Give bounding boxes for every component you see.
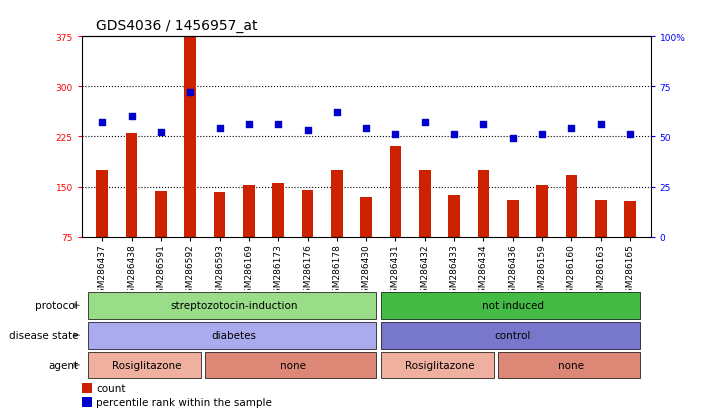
Bar [390,147,401,237]
Text: streptozotocin-induction: streptozotocin-induction [171,301,298,311]
Bar [381,292,641,319]
Text: not induced: not induced [482,301,544,311]
Bar [243,186,255,237]
Text: diabetes: diabetes [212,330,257,340]
Text: control: control [495,330,531,340]
Bar [155,192,167,237]
Point [243,122,255,128]
Point [566,126,577,133]
Bar [381,352,493,378]
Point [331,110,343,116]
Bar [205,352,376,378]
Bar [498,352,641,378]
Bar [624,202,636,237]
Bar [126,134,137,237]
Text: none: none [280,360,306,370]
Point [360,126,372,133]
Bar [87,322,376,349]
Point [536,132,547,138]
Point [478,122,489,128]
Bar [301,190,314,237]
Bar [381,322,641,349]
Point [126,114,137,121]
Point [214,126,225,133]
Bar [565,175,577,237]
Text: agent: agent [48,360,78,370]
Bar [214,192,225,237]
Bar [419,171,431,237]
Bar [87,292,376,319]
Bar [82,397,92,407]
Bar [507,200,518,237]
Point [155,130,166,136]
Bar [184,37,196,237]
Bar [478,171,489,237]
Bar [87,352,201,378]
Bar [82,383,92,393]
Point [507,136,518,142]
Text: GDS4036 / 1456957_at: GDS4036 / 1456957_at [96,19,257,33]
Point [419,120,430,126]
Bar [536,185,548,237]
Point [595,122,606,128]
Point [97,120,108,126]
Bar [448,196,460,237]
Bar [272,183,284,237]
Point [390,132,401,138]
Text: protocol: protocol [36,301,78,311]
Point [302,128,314,134]
Point [272,122,284,128]
Point [624,132,636,138]
Bar [360,197,372,237]
Point [185,90,196,97]
Bar [595,200,606,237]
Text: Rosiglitazone: Rosiglitazone [405,360,474,370]
Text: disease state: disease state [9,330,78,340]
Point [449,132,460,138]
Text: Rosiglitazone: Rosiglitazone [112,360,181,370]
Text: count: count [96,383,125,393]
Bar [331,171,343,237]
Text: none: none [558,360,584,370]
Bar [97,171,108,237]
Text: percentile rank within the sample: percentile rank within the sample [96,397,272,407]
